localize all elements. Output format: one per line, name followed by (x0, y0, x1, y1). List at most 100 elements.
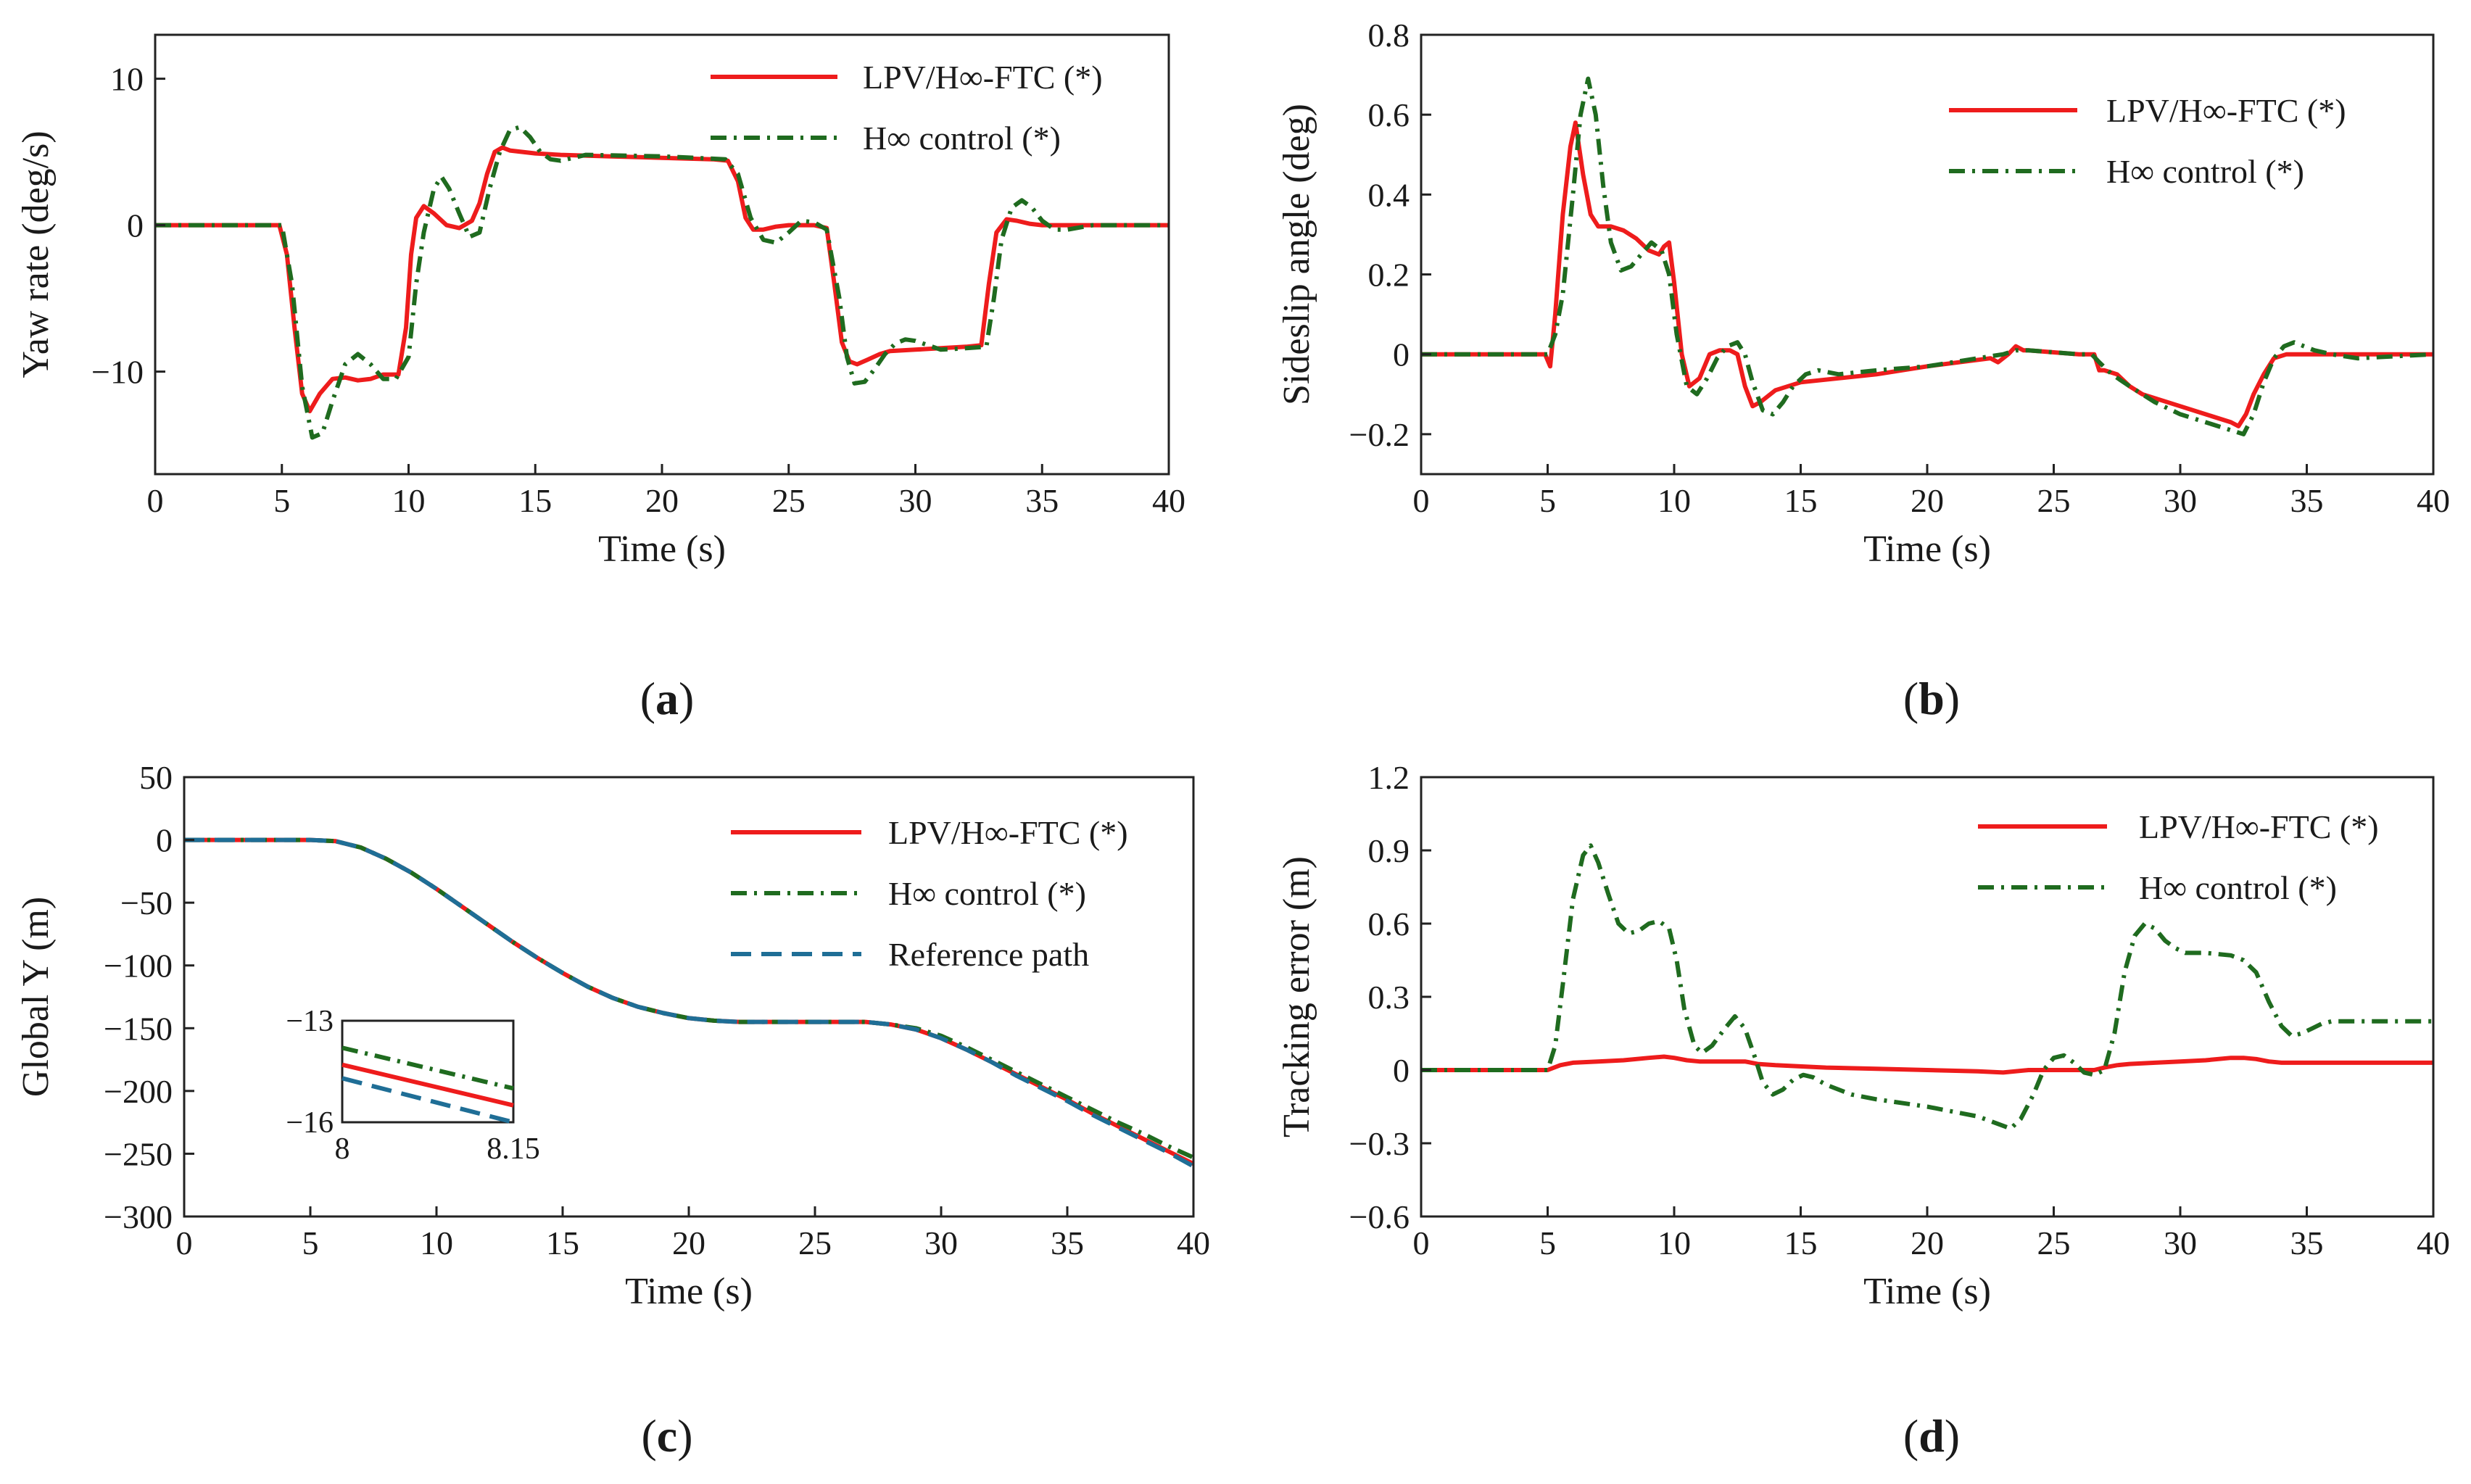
series-line-a-1 (155, 125, 1169, 440)
series-line-c-2 (184, 837, 1193, 1169)
y-tick-label-b-2: 0.2 (1368, 257, 1410, 294)
y-tick-label-b-4: 0.6 (1368, 96, 1410, 133)
legend-d: LPV/H∞-FTC (*) H∞ control (*) (1978, 808, 2379, 906)
x-tick-label-b-3: 15 (1784, 482, 1818, 519)
y-tick-label-a-0: −10 (91, 354, 144, 391)
panel-a: 0 5 10 15 20 25 30 35 40 −10 0 10 Time (s) Yaw rate (… (15, 33, 1185, 724)
y-axis-label-a: Yaw rate (deg/s) (15, 130, 57, 378)
x-tick-label-c-8: 40 (1177, 1224, 1210, 1261)
x-tick-label-a-7: 35 (1025, 482, 1059, 519)
x-tick-label-c-5: 25 (798, 1224, 832, 1261)
legend-label-b-0: LPV/H∞-FTC (*) (2106, 92, 2346, 129)
panel-caption-b: (b) (1903, 673, 1960, 724)
y-tick-label-c-3: −150 (104, 1010, 173, 1047)
y-tick-label-a-1: 0 (127, 207, 144, 244)
x-tick-label-c-0: 0 (176, 1224, 193, 1261)
y-tick-label-c-0: −300 (104, 1198, 173, 1235)
y-tick-label-d-1: −0.3 (1349, 1125, 1410, 1162)
inset-line-0 (342, 1045, 514, 1091)
panel-d: 0 5 10 15 20 25 30 35 40 −0.6 −0.3 0 0.3 0.6 0.9 1.2 Tim… (1276, 759, 2450, 1462)
legend-label-d-0: LPV/H∞-FTC (*) (2139, 808, 2379, 845)
x-tick-label-a-1: 5 (273, 482, 290, 519)
y-tick-label-d-2: 0 (1393, 1052, 1410, 1089)
legend-label-c-1: H∞ control (*) (888, 875, 1086, 912)
panel-caption-a: (a) (640, 673, 695, 724)
series-line-d-1 (1421, 843, 2433, 1131)
legend-a: LPV/H∞-FTC (*) H∞ control (*) (711, 59, 1103, 157)
x-tick-label-b-1: 5 (1539, 482, 1556, 519)
x-tick-label-d-8: 40 (2417, 1224, 2450, 1261)
series-line-b-0 (1421, 120, 2433, 428)
y-axis-label-b: Sideslip angle (deg) (1276, 104, 1317, 405)
y-tick-label-b-5: 0.8 (1368, 17, 1410, 54)
x-tick-label-c-3: 15 (546, 1224, 579, 1261)
x-tick-label-c-1: 5 (302, 1224, 319, 1261)
y-tick-label-c-7: 50 (139, 759, 173, 796)
x-tick-label-c-6: 30 (924, 1224, 958, 1261)
y-tick-label-d-5: 0.9 (1368, 832, 1410, 869)
x-axis-label-d: Time (s) (1863, 1271, 1991, 1312)
series-line-a-0 (155, 145, 1169, 414)
inset-line-1 (342, 1062, 514, 1108)
x-tick-label-a-4: 20 (645, 482, 679, 519)
y-tick-label-a-2: 10 (110, 61, 144, 98)
legend-b: LPV/H∞-FTC (*) H∞ control (*) (1949, 92, 2346, 190)
y-axis-label-d: Tracking error (m) (1276, 856, 1317, 1137)
x-tick-label-b-7: 35 (2290, 482, 2324, 519)
panel-caption-d: (d) (1903, 1410, 1960, 1462)
series-line-c-1 (184, 837, 1193, 1160)
x-axis-label-a: Time (s) (598, 528, 726, 570)
panel-c: 0 5 10 15 20 25 30 35 40 −300 −250 −200 −150 −100 −50 0… (15, 759, 1210, 1462)
y-tick-label-c-2: −200 (104, 1073, 173, 1110)
y-tick-label-b-0: −0.2 (1349, 416, 1410, 453)
y-axis-label-c: Global Y (m) (15, 897, 57, 1097)
x-tick-label-a-6: 30 (899, 482, 932, 519)
inset-y-tick-top: −13 (286, 1005, 334, 1038)
x-tick-label-a-0: 0 (147, 482, 164, 519)
x-tick-label-d-6: 30 (2164, 1224, 2197, 1261)
x-tick-label-b-2: 10 (1657, 482, 1691, 519)
y-tick-label-c-6: 0 (156, 822, 173, 859)
legend-label-a-1: H∞ control (*) (863, 120, 1061, 157)
x-tick-label-b-5: 25 (2037, 482, 2071, 519)
y-tick-label-d-6: 1.2 (1368, 759, 1410, 796)
panel-caption-c: (c) (641, 1410, 692, 1462)
legend-c: LPV/H∞-FTC (*) H∞ control (*) Reference pa… (731, 814, 1128, 973)
legend-label-b-1: H∞ control (*) (2106, 153, 2304, 190)
x-tick-label-a-2: 10 (392, 482, 426, 519)
x-tick-label-c-4: 20 (672, 1224, 705, 1261)
inset-zoom: −13 −168 8.15 (286, 1005, 539, 1166)
y-tick-label-b-3: 0.4 (1368, 176, 1410, 213)
x-axis-label-c: Time (s) (625, 1271, 753, 1312)
x-tick-label-c-7: 35 (1051, 1224, 1084, 1261)
inset-x-tick-left: 8 (335, 1132, 350, 1166)
x-tick-label-c-2: 10 (420, 1224, 453, 1261)
legend-label-a-0: LPV/H∞-FTC (*) (863, 59, 1103, 96)
x-tick-label-d-3: 15 (1784, 1224, 1818, 1261)
legend-label-c-0: LPV/H∞-FTC (*) (888, 814, 1128, 851)
x-tick-label-a-8: 40 (1152, 482, 1185, 519)
x-tick-label-d-2: 10 (1657, 1224, 1691, 1261)
x-tick-label-d-7: 35 (2290, 1224, 2324, 1261)
x-axis-label-b: Time (s) (1863, 528, 1991, 570)
legend-label-c-2: Reference path (888, 936, 1089, 973)
y-tick-label-c-4: −100 (104, 948, 173, 985)
y-tick-label-c-1: −250 (104, 1135, 173, 1172)
y-tick-label-d-4: 0.6 (1368, 905, 1410, 942)
series-line-b-1 (1421, 76, 2433, 436)
x-tick-label-d-1: 5 (1539, 1224, 1556, 1261)
y-tick-label-c-5: −50 (120, 884, 173, 921)
series-line-d-0 (1421, 1054, 2433, 1075)
inset-y-tick-bottom: −16 (286, 1106, 334, 1140)
x-tick-label-d-0: 0 (1413, 1224, 1430, 1261)
y-tick-label-d-0: −0.6 (1349, 1198, 1410, 1235)
x-tick-label-d-5: 25 (2037, 1224, 2071, 1261)
x-tick-label-a-5: 25 (772, 482, 806, 519)
x-tick-label-d-4: 20 (1911, 1224, 1944, 1261)
y-tick-label-d-3: 0.3 (1368, 979, 1410, 1016)
x-tick-label-b-4: 20 (1911, 482, 1944, 519)
x-tick-label-a-3: 15 (518, 482, 552, 519)
inset-x-tick-right: 8.15 (487, 1132, 540, 1166)
